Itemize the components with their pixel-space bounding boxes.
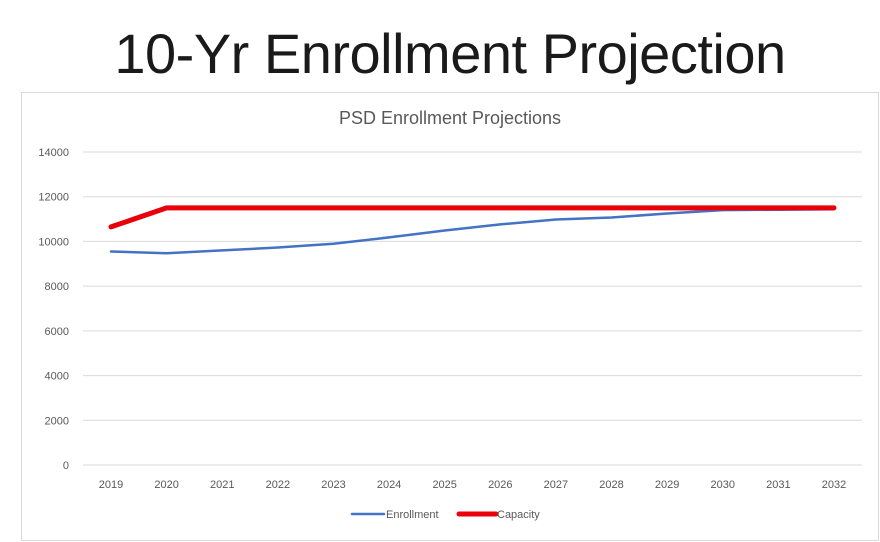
series-line-capacity [108,205,837,230]
x-tick-label: 2021 [210,479,234,491]
x-tick-label: 2026 [488,479,512,491]
x-tick-label: 2023 [321,479,345,491]
y-axis-tick-labels: 0 2000 4000 6000 8000 10000 12000 14000 [38,147,69,472]
legend-item-capacity: Capacity [456,509,540,521]
x-tick-label: 2031 [766,479,790,491]
x-tick-label: 2020 [154,479,178,491]
line-chart: PSD Enrollment Projections 0 2000 4000 6000… [38,108,862,521]
x-tick-label: 2019 [99,479,123,491]
y-tick-label: 4000 [45,371,69,383]
x-tick-label: 2029 [655,479,679,491]
x-axis-tick-labels: 2019 2020 2021 2022 2023 2024 2025 2026 2027 2028… [99,479,846,491]
y-tick-label: 14000 [38,147,69,159]
legend-label: Enrollment [386,509,439,521]
y-tick-label: 8000 [45,281,69,293]
chart-frame: PSD Enrollment Projections 0 2000 4000 6000… [21,92,879,541]
x-tick-label: 2025 [432,479,456,491]
y-tick-label: 6000 [45,326,69,338]
y-tick-label: 0 [63,460,69,472]
series-line-enrollment [109,207,836,255]
x-tick-label: 2024 [377,479,401,491]
legend-label: Capacity [497,509,540,521]
legend: Enrollment Capacity [350,509,540,521]
slide-title: 10-Yr Enrollment Projection [114,22,786,85]
y-tick-label: 2000 [45,415,69,427]
y-tick-label: 10000 [38,236,69,248]
x-tick-label: 2030 [711,479,735,491]
x-tick-label: 2022 [266,479,290,491]
x-tick-label: 2027 [544,479,568,491]
x-tick-label: 2028 [599,479,623,491]
gridlines [83,151,862,466]
legend-item-enrollment: Enrollment [350,509,439,521]
y-tick-label: 12000 [38,192,69,204]
x-tick-label: 2032 [822,479,846,491]
chart-title: PSD Enrollment Projections [339,108,561,128]
series-lines [108,205,837,255]
